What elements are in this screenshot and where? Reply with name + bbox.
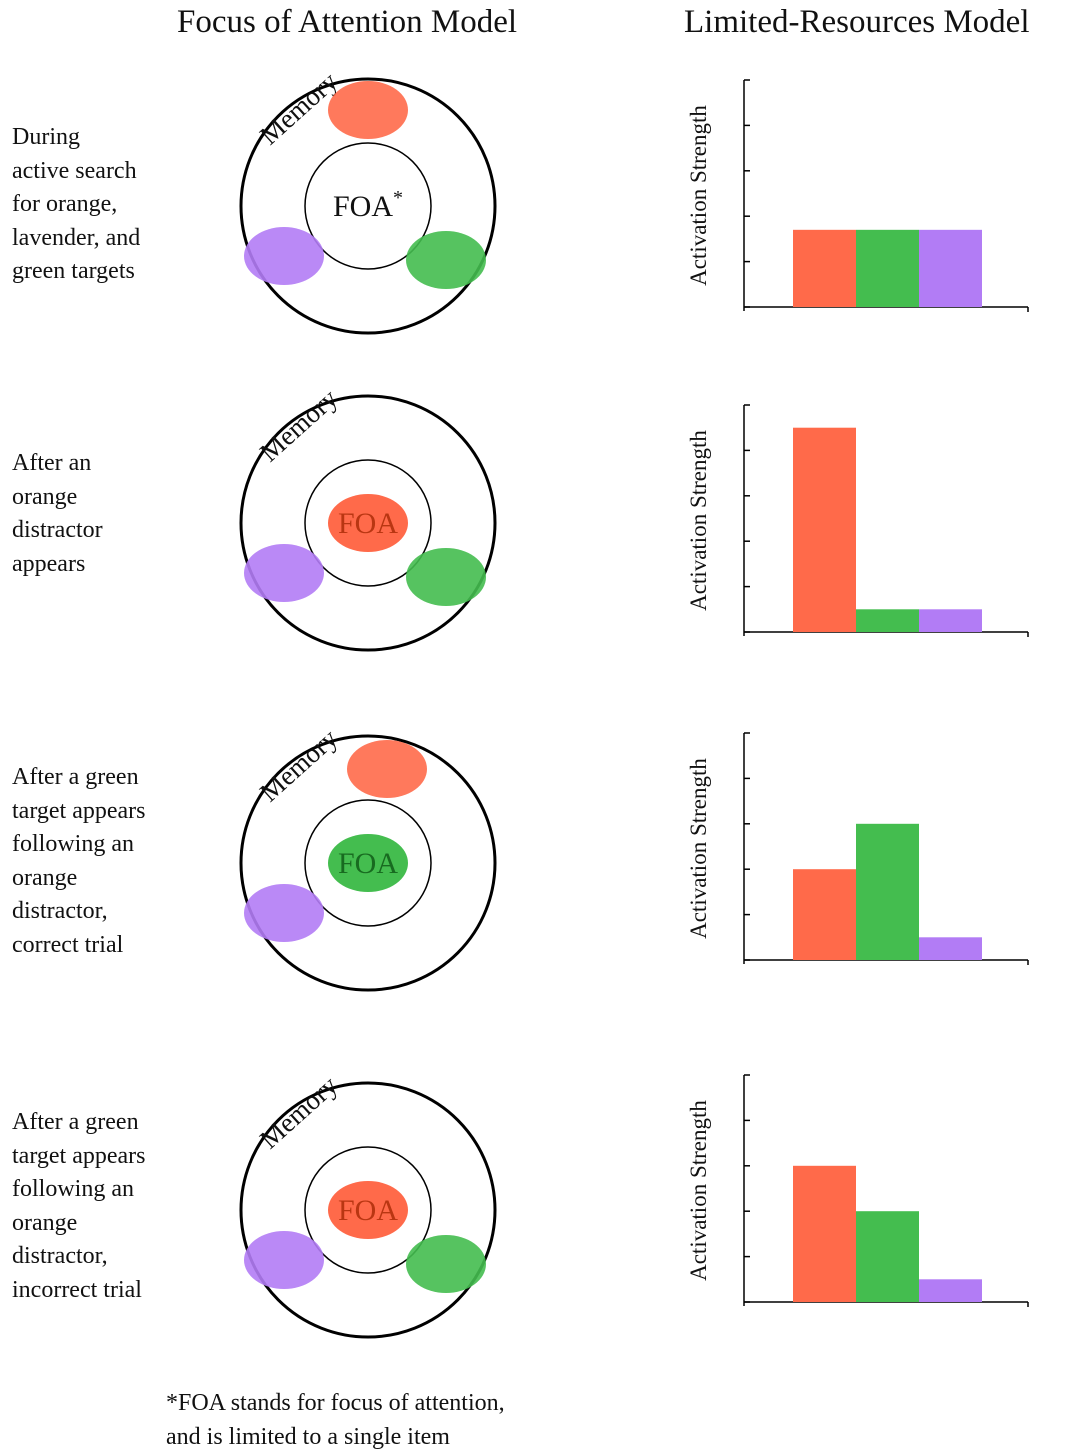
row-label-line: correct trial — [12, 931, 124, 958]
row-label-correct-trial: After a green target appears following a… — [12, 761, 187, 962]
y-axis-label: Activation Strength — [686, 105, 711, 286]
row-label-line: After a green — [12, 1109, 139, 1135]
row-label-line: orange — [12, 1209, 78, 1236]
memory-circle — [239, 77, 497, 335]
row-label-line: orange — [12, 864, 78, 891]
row-label-line: After a green — [12, 764, 139, 790]
row-label-line: appears — [12, 550, 86, 577]
memory-item-green — [406, 548, 486, 606]
memory-label: Memory — [254, 391, 344, 467]
activation-chart-active-search: Activation Strength — [686, 79, 1029, 312]
foa-asterisk: * — [393, 187, 403, 209]
y-axis-label: Activation Strength — [686, 430, 711, 611]
foa-label: FOA* — [333, 187, 403, 223]
memory-label: Memory — [254, 1078, 344, 1154]
y-axis-label: Activation Strength — [686, 1100, 711, 1281]
foa-item-orange — [328, 1181, 408, 1239]
limited-resources-title: Limited-Resources Model — [684, 4, 1030, 40]
memory-item-orange — [328, 81, 408, 139]
row-label-line: distractor, — [12, 1243, 108, 1269]
row-label-line: distractor, — [12, 898, 108, 924]
row-label-line: target appears — [12, 1142, 146, 1169]
memory-item-lavender — [244, 544, 324, 602]
row-label-line: orange — [12, 483, 78, 510]
foa-circle — [304, 799, 432, 927]
bar-orange — [793, 427, 856, 632]
row-label-line: active search — [12, 157, 137, 184]
memory-label: Memory — [254, 731, 344, 807]
row-label-line: green targets — [12, 258, 135, 284]
foa-label: FOA — [338, 507, 398, 540]
foa-footnote: *FOA stands for focus of attention, and … — [166, 1386, 505, 1454]
row-label-orange-distractor: After an orange distractor appears — [12, 447, 187, 581]
bar-green — [856, 229, 919, 307]
bar-orange — [793, 229, 856, 307]
row-label-line: After an — [12, 450, 92, 476]
foa-item-green — [328, 834, 408, 892]
row-label-line: following an — [12, 831, 134, 857]
row-label-line: lavender, and — [12, 224, 141, 251]
bar-orange — [793, 1165, 856, 1302]
foa-diagram-correct-trial: Memory FOA — [239, 731, 497, 992]
activation-chart-orange-distractor: Activation Strength — [686, 404, 1029, 637]
bar-lavender — [919, 609, 982, 632]
foa-diagram-orange-distractor: Memory FOA — [239, 391, 497, 652]
row-label-line: During — [12, 124, 80, 150]
bar-green — [856, 823, 919, 960]
foa-circle — [304, 142, 432, 270]
footnote-line: and is limited to a single item — [166, 1424, 450, 1450]
memory-item-green — [406, 1235, 486, 1293]
bar-lavender — [919, 1279, 982, 1302]
foa-item-orange — [328, 494, 408, 552]
foa-label: FOA — [338, 847, 398, 880]
activation-chart-incorrect-trial: Activation Strength — [686, 1074, 1029, 1307]
foa-diagram-incorrect-trial: Memory FOA — [239, 1078, 497, 1339]
memory-item-lavender — [244, 227, 324, 285]
row-label-incorrect-trial: After a green target appears following a… — [12, 1106, 187, 1307]
bar-green — [856, 1211, 919, 1302]
memory-item-lavender — [244, 884, 324, 942]
foa-circle — [304, 1146, 432, 1274]
bar-orange — [793, 869, 856, 960]
focus-of-attention-title: Focus of Attention Model — [177, 4, 518, 40]
memory-item-lavender — [244, 1231, 324, 1289]
row-label-line: for orange, — [12, 191, 118, 217]
memory-circle — [239, 394, 497, 652]
row-label-line: following an — [12, 1176, 134, 1202]
y-axis-label: Activation Strength — [686, 758, 711, 939]
foa-circle — [304, 459, 432, 587]
bar-lavender — [919, 937, 982, 960]
row-label-line: distractor — [12, 517, 103, 543]
row-label-active-search: During active search for orange, lavende… — [12, 121, 187, 289]
bar-green — [856, 609, 919, 632]
footnote-line: *FOA stands for focus of attention, — [166, 1390, 505, 1416]
memory-item-orange — [347, 740, 427, 798]
memory-circle — [239, 734, 497, 992]
row-label-line: target appears — [12, 797, 146, 824]
memory-circle — [239, 1081, 497, 1339]
memory-item-green — [406, 231, 486, 289]
activation-chart-correct-trial: Activation Strength — [686, 732, 1029, 965]
foa-label: FOA — [338, 1194, 398, 1227]
bar-lavender — [919, 229, 982, 307]
row-label-line: incorrect trial — [12, 1276, 142, 1303]
